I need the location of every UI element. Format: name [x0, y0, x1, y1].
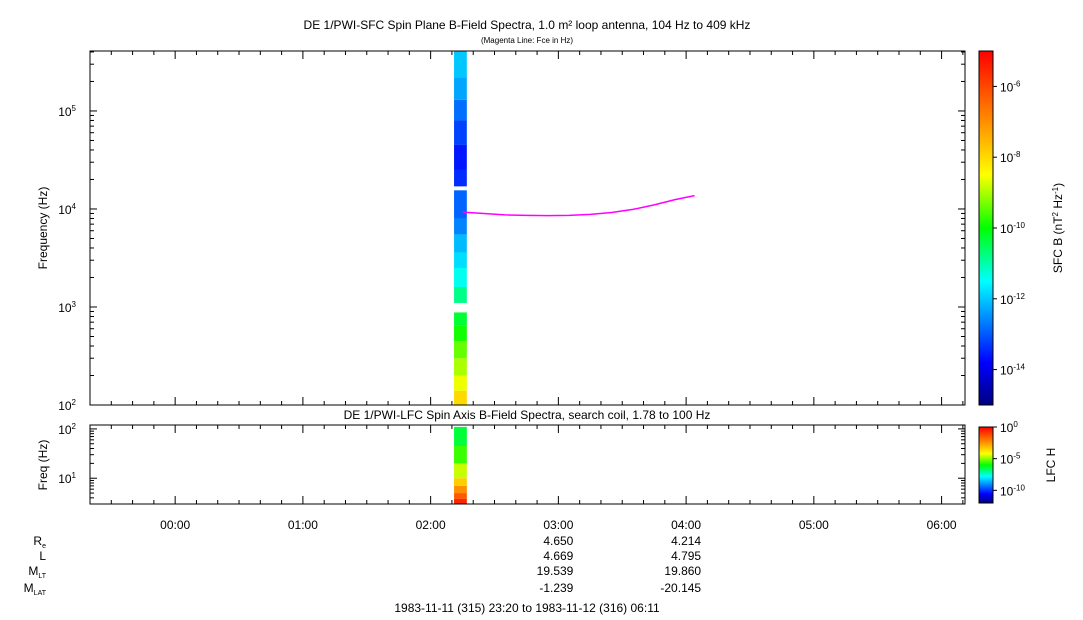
x-tick-label: 03:00 [543, 518, 573, 532]
ephemeris-value: 4.669 [543, 549, 573, 563]
spectrogram-cell [454, 267, 467, 287]
top-plot-frame [89, 50, 966, 406]
spectrogram-cell [454, 286, 467, 303]
top-spectrogram-panel: 102 103 104 105 Frequency (Hz) [36, 50, 966, 413]
bottom-y-axis: 101 102 [58, 422, 965, 505]
bottom-colorbar-gradient [978, 426, 994, 504]
spectrogram-cell [454, 312, 467, 326]
bottom-y-axis-label: Freq (Hz) [36, 440, 50, 491]
top-colorbar-gradient [978, 50, 994, 406]
spectrogram-cell [454, 463, 467, 479]
ephemeris-value: 19.539 [537, 564, 574, 578]
x-tick-label: 02:00 [416, 518, 446, 532]
bottom-panel-title: DE 1/PWI-LFC Spin Axis B-Field Spectra, … [344, 408, 711, 422]
colorbar-tick-label: 10-10 [1000, 221, 1025, 236]
y-tick-label: 103 [58, 300, 76, 315]
y-tick-label: 101 [58, 471, 76, 486]
top-x-ticks [89, 51, 964, 405]
bottom-spectrogram-data [454, 426, 467, 504]
spectrogram-cell [454, 426, 467, 447]
fce-series-line [462, 194, 695, 217]
top-panel-subtitle: (Magenta Line: Fce in Hz) [481, 36, 573, 45]
top-colorbar: 10-6 10-8 10-10 10-12 10-14 SFC B (nT2 Hz-1) [978, 50, 1065, 406]
top-y-axis: 102 103 104 105 [58, 51, 965, 413]
bottom-colorbar-label: LFC H [1044, 448, 1058, 483]
spectrogram-cell [454, 498, 467, 504]
spectrogram-cell [454, 390, 467, 405]
colorbar-tick-label: 10-14 [1000, 363, 1025, 378]
top-colorbar-ticks: 10-6 10-8 10-10 10-12 10-14 [993, 79, 1025, 378]
spectrogram-cell [454, 375, 467, 391]
spectrogram-cell [454, 325, 467, 341]
bottom-colorbar-ticks: 100 10-5 10-10 [993, 420, 1025, 498]
time-range-footer: 1983-11-11 (315) 23:20 to 1983-11-12 (31… [394, 601, 660, 615]
spectrogram-cell [454, 340, 467, 359]
spectrogram-cell [454, 190, 467, 219]
spectrogram-cell [454, 485, 467, 494]
bottom-colorbar: 100 10-5 10-10 LFC H [978, 420, 1058, 504]
x-tick-label: 04:00 [671, 518, 701, 532]
ephemeris-value: 4.795 [671, 549, 701, 563]
spectrogram-cell [454, 252, 467, 268]
y-tick-label: 102 [58, 422, 76, 437]
spectrogram-cell [454, 77, 467, 100]
ephemeris-table: Re 4.650 4.214 L 4.669 4.795 MLT 19.539 19.860 ML… [24, 534, 702, 597]
spectrogram-cell [454, 51, 467, 78]
spectrogram-cell [454, 169, 467, 187]
y-tick-label: 104 [58, 202, 76, 217]
ephemeris-row-label: Re [33, 534, 46, 550]
y-tick-label: 102 [58, 398, 76, 413]
top-panel-title: DE 1/PWI-SFC Spin Plane B-Field Spectra,… [304, 18, 751, 32]
top-colorbar-label: SFC B (nT2 Hz-1) [1051, 183, 1065, 273]
ephemeris-value: -1.239 [539, 581, 573, 595]
colorbar-tick-label: 10-6 [1000, 79, 1021, 94]
x-tick-label: 00:00 [160, 518, 190, 532]
y-tick-label: 105 [58, 104, 76, 119]
spectrogram-cell [454, 218, 467, 235]
ephemeris-row-label: MLAT [24, 581, 47, 597]
ephemeris-value: 19.860 [664, 564, 701, 578]
ephemeris-value: -20.145 [660, 581, 701, 595]
top-spectrogram-data [454, 51, 467, 405]
colorbar-tick-label: 100 [1000, 420, 1018, 435]
colorbar-tick-label: 10-8 [1000, 150, 1021, 165]
spectrogram-cell [454, 99, 467, 121]
colorbar-tick-label: 10-5 [1000, 452, 1021, 467]
x-tick-label: 06:00 [927, 518, 957, 532]
spectrogram-cell [454, 446, 467, 464]
colorbar-tick-label: 10-10 [1000, 483, 1025, 498]
top-y-axis-label: Frequency (Hz) [36, 187, 50, 270]
spectrogram-cell [454, 478, 467, 486]
spectrogram-cell [454, 120, 467, 145]
ephemeris-value: 4.650 [543, 534, 573, 548]
colorbar-tick-label: 10-12 [1000, 292, 1025, 307]
bottom-x-axis: 00:00 01:00 02:00 03:00 04:00 05:00 06:00 [89, 425, 964, 532]
x-tick-label: 05:00 [799, 518, 829, 532]
bottom-spectrogram-panel: 101 102 00:00 01:00 02:00 03:00 04:00 05:00 06:… [36, 422, 966, 532]
ephemeris-value: 4.214 [671, 534, 701, 548]
x-tick-label: 01:00 [288, 518, 318, 532]
ephemeris-row-label: MLT [28, 564, 46, 580]
spectrogram-cell [454, 234, 467, 253]
ephemeris-row-label: L [39, 549, 46, 563]
spectrogram-cell [454, 144, 467, 170]
bottom-plot-frame [89, 424, 966, 505]
spectrogram-cell [454, 493, 467, 499]
spectrogram-cell [454, 358, 467, 376]
